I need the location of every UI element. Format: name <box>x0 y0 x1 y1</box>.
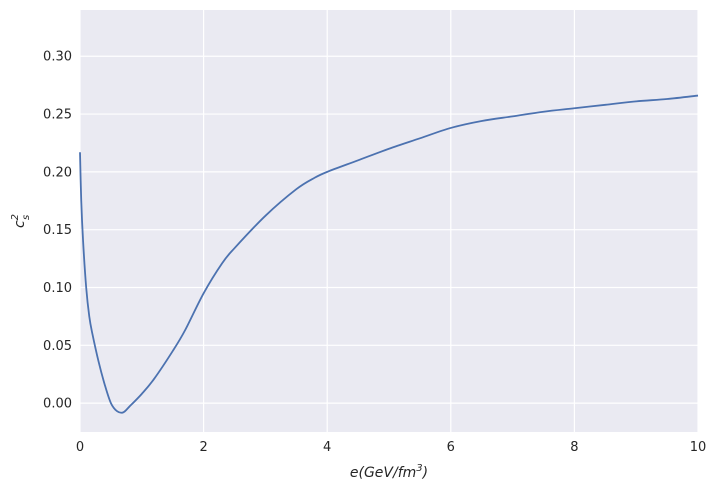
x-tick-label: 8 <box>570 440 578 455</box>
x-tick-labels: 0 2 4 6 8 10 <box>76 440 706 455</box>
y-tick-label: 0.25 <box>43 108 72 123</box>
y-grid-lines <box>80 55 698 404</box>
y-tick-label: 0.15 <box>43 223 72 238</box>
y-tick-label: 0.05 <box>43 339 72 354</box>
x-tick-label: 0 <box>76 440 84 455</box>
y-tick-label: 0.20 <box>43 165 72 180</box>
x-tick-label: 2 <box>199 440 207 455</box>
y-axis-label: c2s <box>10 214 32 228</box>
series-line <box>79 94 699 414</box>
series-layer <box>79 94 699 414</box>
x-axis-label-sup: 3 <box>416 463 422 474</box>
y-tick-label: 0.10 <box>43 281 72 296</box>
y-tick-label: 0.00 <box>43 397 72 412</box>
x-axis-label-base: e(GeV/fm <box>350 465 416 481</box>
plot-background <box>80 10 698 432</box>
y-axis-label-sub: s <box>21 215 32 220</box>
x-tick-label: 4 <box>323 440 331 455</box>
y-tick-labels: 0.00 0.05 0.10 0.15 0.20 0.25 0.30 <box>43 50 72 412</box>
y-tick-label: 0.30 <box>43 50 72 65</box>
y-axis-label-sup: 2 <box>10 214 21 220</box>
x-axis-label: e(GeV/fm3) <box>350 463 428 481</box>
y-axis-label-base: c <box>12 220 28 228</box>
x-grid-lines <box>79 10 699 432</box>
x-tick-label: 10 <box>690 440 707 455</box>
x-axis-label-end: ) <box>422 465 428 481</box>
x-tick-label: 6 <box>447 440 455 455</box>
